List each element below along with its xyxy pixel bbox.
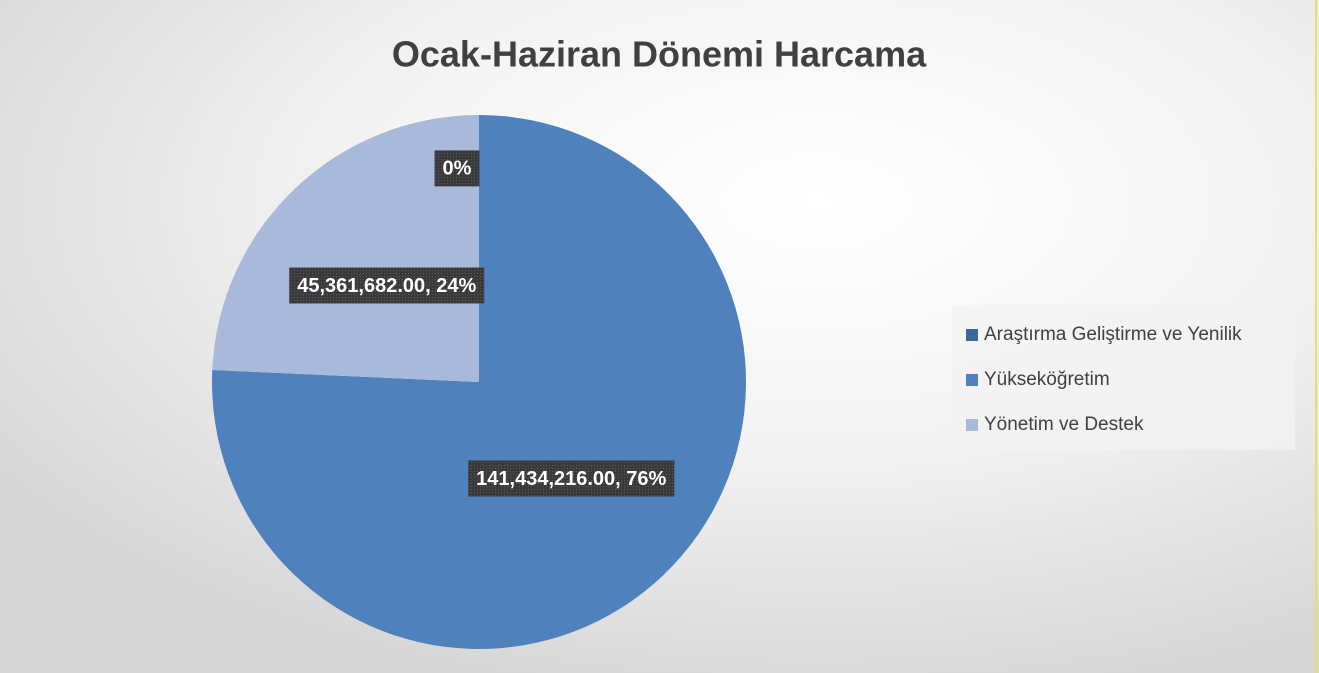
- data-label: 141,434,216.00, 76%: [468, 460, 675, 497]
- pie-slice: [212, 115, 479, 382]
- legend-swatch: [966, 374, 978, 386]
- legend-swatch: [966, 329, 978, 341]
- data-label-box: [434, 150, 480, 187]
- data-label: 45,361,682.00, 24%: [289, 267, 485, 304]
- data-label: 0%: [434, 150, 480, 187]
- legend-label: Araştırma Geliştirme ve Yenilik: [984, 324, 1242, 345]
- legend-box: [952, 305, 1295, 450]
- data-label-text: 141,434,216.00, 76%: [476, 468, 666, 490]
- data-label-text: 45,361,682.00, 24%: [297, 275, 476, 297]
- data-label-text: 0%: [443, 158, 472, 180]
- legend-label: Yükseköğretim: [984, 369, 1110, 390]
- chart-title: Ocak-Haziran Dönemi Harcama: [392, 34, 927, 75]
- legend-swatch: [966, 419, 978, 431]
- data-label-box: [289, 267, 485, 304]
- pie-slice: [212, 115, 747, 650]
- data-label-box: [468, 460, 675, 497]
- legend-label: Yönetim ve Destek: [984, 414, 1144, 435]
